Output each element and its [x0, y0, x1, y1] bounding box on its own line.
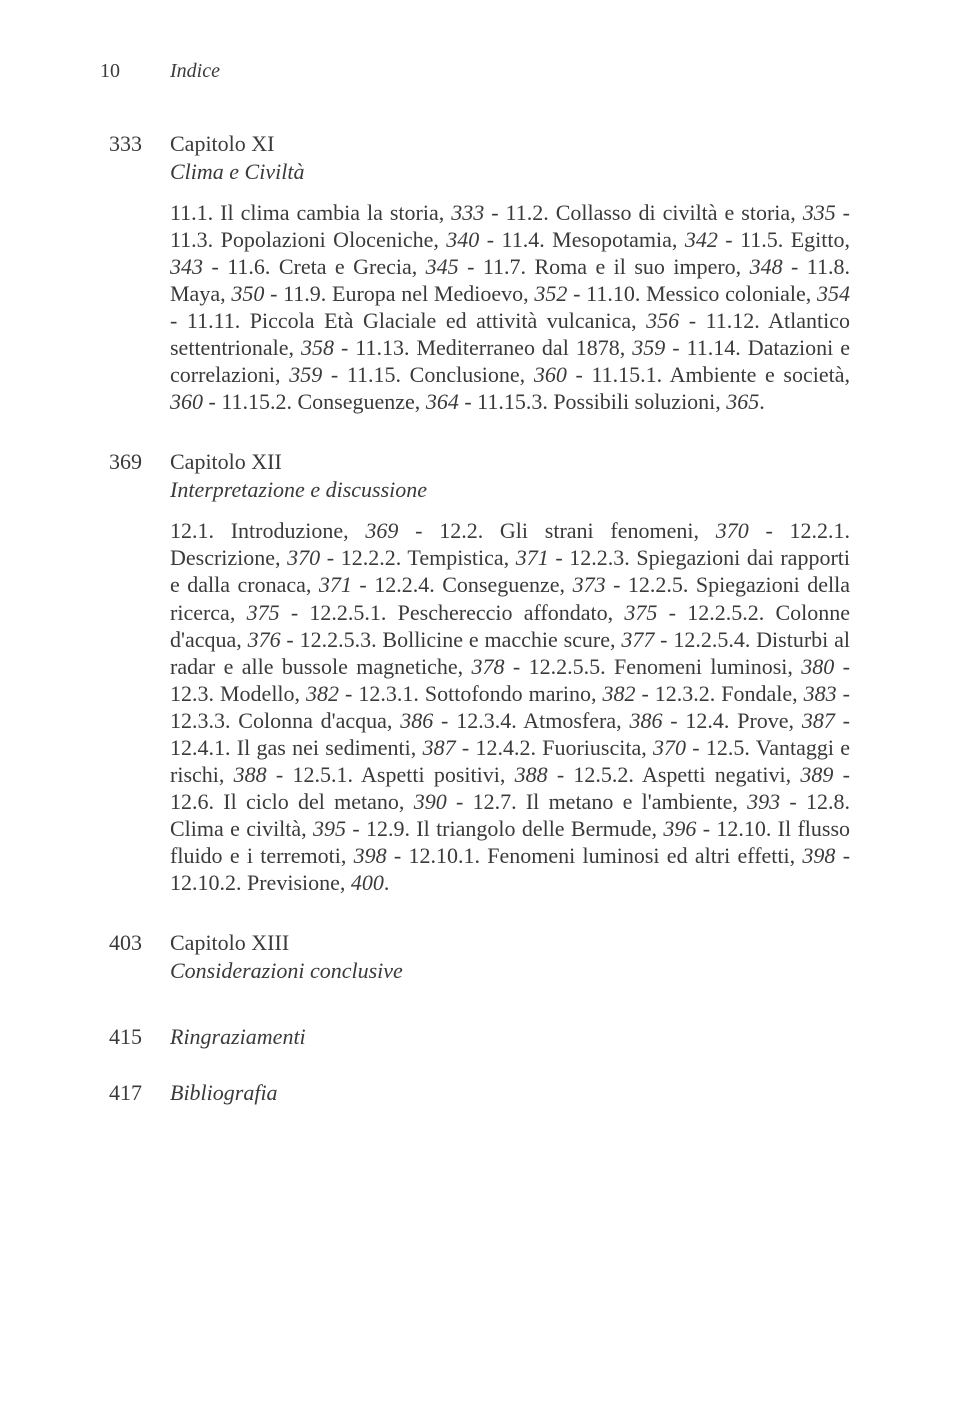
toc-entries: 333Capitolo XIClima e Civiltà 11.1. Il cl…	[100, 131, 850, 1106]
header-title: Indice	[170, 60, 220, 83]
simple-entry: 415Ringraziamenti	[100, 1024, 850, 1050]
chapter-page-number: 403	[100, 930, 170, 1014]
chapter-page-number: 369	[100, 449, 170, 920]
chapter-body: 12.1. Introduzione, 369 - 12.2. Gli stra…	[170, 517, 850, 896]
chapter-entry: 333Capitolo XIClima e Civiltà 11.1. Il cl…	[100, 131, 850, 439]
chapter-entry: 403Capitolo XIIIConsiderazioni conclusiv…	[100, 930, 850, 1014]
simple-entry: 417Bibliografia	[100, 1080, 850, 1106]
chapter-title: Capitolo XIII	[170, 930, 850, 956]
chapter-entry: 369Capitolo XIIInterpretazione e discuss…	[100, 449, 850, 920]
simple-page-number: 415	[100, 1024, 170, 1050]
page-header: 10 Indice	[100, 60, 850, 83]
simple-content: Bibliografia	[170, 1080, 850, 1106]
chapter-subtitle: Interpretazione e discussione	[170, 477, 850, 503]
chapter-title: Capitolo XI	[170, 131, 850, 157]
chapter-body: 11.1. Il clima cambia la storia, 333 - 1…	[170, 199, 850, 415]
chapter-page-number: 333	[100, 131, 170, 439]
chapter-subtitle: Considerazioni conclusive	[170, 958, 850, 984]
chapter-content: Capitolo XIIIConsiderazioni conclusive	[170, 930, 850, 1014]
chapter-content: Capitolo XIClima e Civiltà 11.1. Il clima…	[170, 131, 850, 439]
simple-title: Ringraziamenti	[170, 1024, 850, 1050]
simple-content: Ringraziamenti	[170, 1024, 850, 1050]
simple-title: Bibliografia	[170, 1080, 850, 1106]
chapter-subtitle: Clima e Civiltà	[170, 159, 850, 185]
chapter-content: Capitolo XIIInterpretazione e discussion…	[170, 449, 850, 920]
chapter-title: Capitolo XII	[170, 449, 850, 475]
header-page-number: 10	[100, 60, 170, 83]
simple-page-number: 417	[100, 1080, 170, 1106]
